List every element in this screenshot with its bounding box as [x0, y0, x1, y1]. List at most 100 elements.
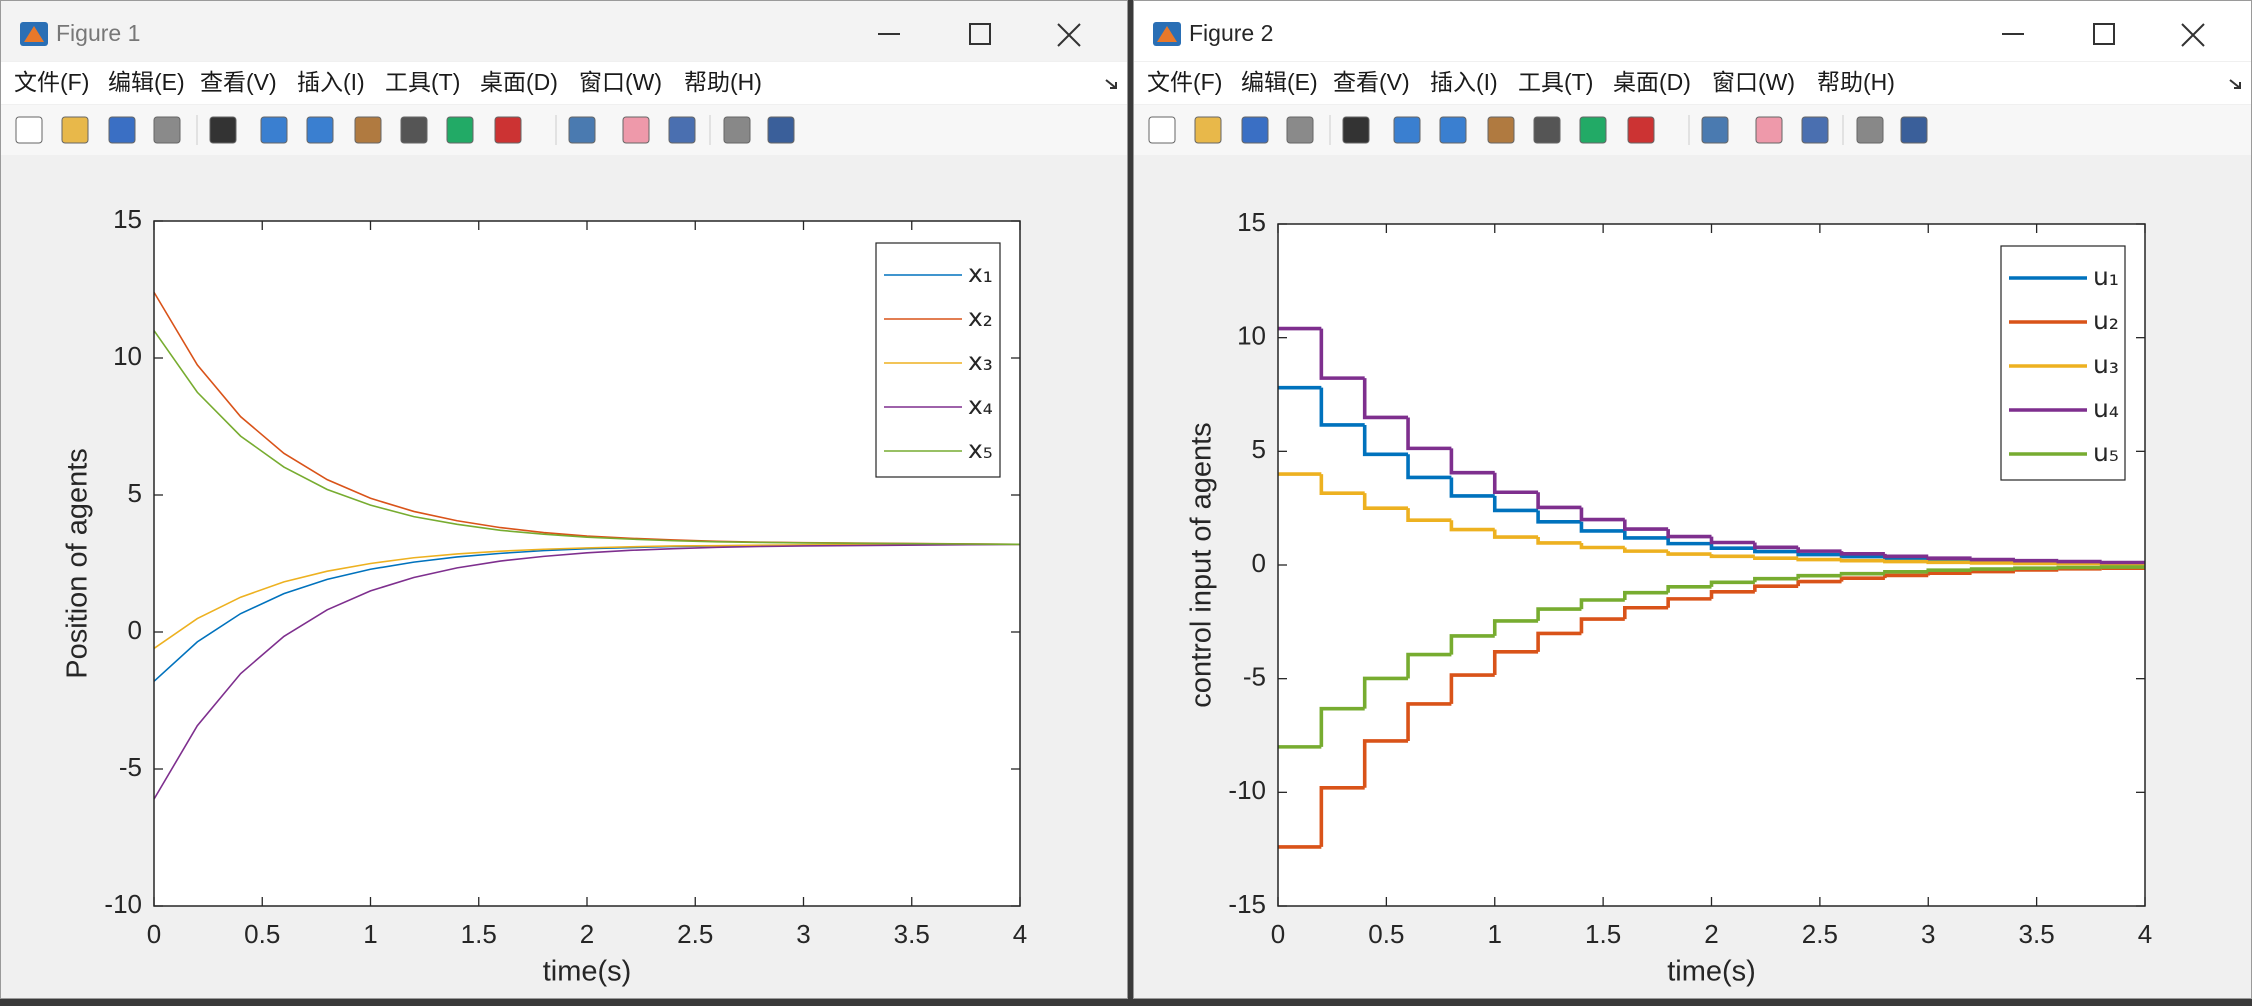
- menu-item[interactable]: 帮助(H): [1817, 69, 1895, 95]
- y-tick-label: 0: [128, 615, 142, 645]
- legend-label: u₁: [2093, 262, 2119, 291]
- window-icon-peak: [24, 26, 44, 42]
- stair-step: [1449, 448, 1495, 475]
- toolbar-button[interactable]: [1487, 116, 1515, 144]
- stair-step: [1753, 548, 1799, 554]
- toolbar-button[interactable]: [1701, 116, 1729, 144]
- menu-item[interactable]: 工具(T): [385, 69, 460, 95]
- menu-item[interactable]: 编辑(E): [1241, 69, 1318, 95]
- stair-step: [1579, 507, 1625, 522]
- menu-item[interactable]: 查看(V): [200, 69, 277, 95]
- stair-step: [1449, 520, 1495, 532]
- toolbar-button[interactable]: [15, 116, 43, 144]
- stair-step: [1796, 557, 1842, 562]
- toolbar-button[interactable]: [260, 116, 288, 144]
- toolbar-button[interactable]: [1856, 116, 1884, 144]
- toolbar-button[interactable]: [61, 116, 89, 144]
- toolbar-button[interactable]: [153, 116, 181, 144]
- stair-step: [1623, 519, 1669, 531]
- menu-item[interactable]: 插入(I): [1430, 69, 1498, 95]
- toolbar-button[interactable]: [1801, 116, 1829, 144]
- menu-item[interactable]: 桌面(D): [1613, 69, 1691, 95]
- toolbar-button[interactable]: [108, 116, 136, 144]
- y-tick-label: 5: [128, 478, 142, 508]
- toolbar-button[interactable]: [1286, 116, 1314, 144]
- toolbar-button[interactable]: [1342, 116, 1370, 144]
- stair-step: [1926, 568, 1972, 573]
- window-title: Figure 2: [1189, 20, 1273, 46]
- close-button[interactable]: [1057, 23, 1081, 47]
- menu-item[interactable]: 工具(T): [1518, 69, 1593, 95]
- toolbar-button[interactable]: [668, 116, 696, 144]
- toolbar: [1134, 105, 2251, 155]
- window-icon-peak: [1157, 26, 1177, 42]
- stair-step: [2056, 565, 2102, 570]
- toolbar-button[interactable]: [306, 116, 334, 144]
- menu-item[interactable]: 插入(I): [297, 69, 365, 95]
- toolbar-button[interactable]: [494, 116, 522, 144]
- stair-step: [1319, 706, 1365, 747]
- x-tick-label: 2.5: [677, 919, 713, 949]
- stair-step: [1753, 584, 1799, 592]
- toolbar-button[interactable]: [1627, 116, 1655, 144]
- legend-label: x₃: [968, 347, 993, 376]
- toolbar-button[interactable]: [446, 116, 474, 144]
- toolbar-button[interactable]: [1533, 116, 1561, 144]
- stair-step: [1536, 492, 1582, 510]
- menu-item[interactable]: 帮助(H): [684, 69, 762, 95]
- y-axis-label: Position of agents: [62, 448, 94, 679]
- stair-step: [1362, 378, 1409, 420]
- toolbar-button[interactable]: [568, 116, 596, 144]
- menu-item[interactable]: 文件(F): [14, 69, 89, 95]
- legend-label: u₃: [2093, 350, 2119, 379]
- legend-box: [2000, 245, 2126, 481]
- toolbar-button[interactable]: [400, 116, 428, 144]
- stair-step: [2013, 568, 2059, 572]
- x-tick-label: 0: [1271, 919, 1285, 949]
- toolbar-button[interactable]: [1579, 116, 1607, 144]
- menu-dock-arrow[interactable]: [1105, 79, 1117, 89]
- toolbar-button[interactable]: [354, 116, 382, 144]
- toolbar-button[interactable]: [1194, 116, 1222, 144]
- stair-step: [1362, 676, 1409, 709]
- x-tick-label: 4: [2138, 919, 2152, 949]
- maximize-button[interactable]: [2093, 23, 2115, 45]
- stair-step: [1623, 530, 1669, 540]
- menu-item[interactable]: 查看(V): [1333, 69, 1410, 95]
- menu-item[interactable]: 窗口(W): [1712, 69, 1795, 95]
- y-tick-label: -15: [1228, 889, 1266, 919]
- stair-step: [1623, 547, 1669, 553]
- toolbar-button[interactable]: [1755, 116, 1783, 144]
- data-line: [153, 543, 1021, 650]
- x-tick-label: 3.5: [2019, 919, 2055, 949]
- stair-step: [1796, 579, 1842, 587]
- menu-item[interactable]: 文件(F): [1147, 69, 1222, 95]
- menu-dock-arrow[interactable]: [2229, 79, 2241, 89]
- close-button[interactable]: [2181, 23, 2205, 47]
- stair-step: [2013, 566, 2059, 570]
- menu-item[interactable]: 窗口(W): [579, 69, 662, 95]
- toolbar-button[interactable]: [1900, 116, 1928, 144]
- menu-item[interactable]: 桌面(D): [480, 69, 558, 95]
- toolbar-button[interactable]: [209, 116, 237, 144]
- stair-step: [1406, 454, 1452, 480]
- window-title: Figure 1: [56, 20, 140, 46]
- stair-step: [1666, 537, 1712, 546]
- toolbar-button[interactable]: [1439, 116, 1467, 144]
- toolbar-button[interactable]: [622, 116, 650, 144]
- toolbar-button[interactable]: [723, 116, 751, 144]
- toolbar-button[interactable]: [1148, 116, 1176, 144]
- stair-step: [1449, 477, 1495, 498]
- stair-step: [1449, 673, 1495, 704]
- maximize-button[interactable]: [969, 23, 991, 45]
- toolbar-button[interactable]: [1393, 116, 1421, 144]
- legend-box: [875, 242, 1001, 478]
- toolbar-button[interactable]: [767, 116, 795, 144]
- toolbar-button[interactable]: [1241, 116, 1269, 144]
- stair-step: [1666, 585, 1712, 593]
- stair-step: [1969, 569, 2015, 574]
- stair-step: [1926, 560, 1972, 565]
- stair-step: [1579, 521, 1625, 533]
- stair-step: [1492, 619, 1539, 636]
- menu-item[interactable]: 编辑(E): [108, 69, 185, 95]
